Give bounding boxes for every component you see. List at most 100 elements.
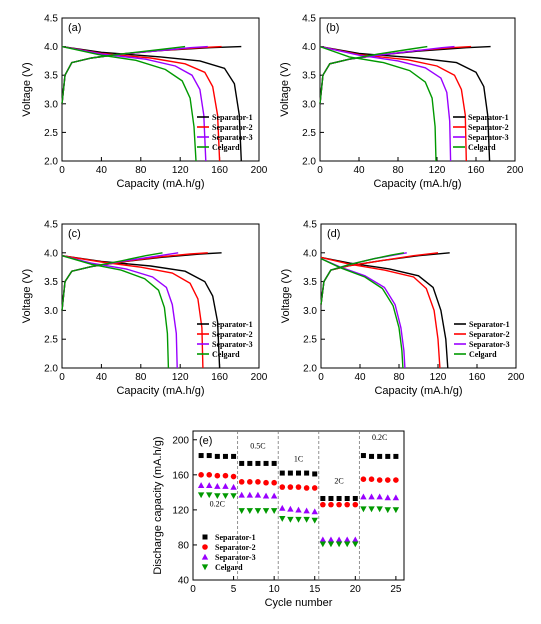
x-tick-label: 80 (135, 165, 147, 176)
y-tick-label: 3.5 (44, 71, 58, 82)
panel-label: (b) (326, 22, 339, 34)
data-point-square (198, 453, 204, 459)
legend-label: Separator-3 (212, 340, 253, 349)
x-tick-label: 0 (318, 372, 324, 383)
data-point-square (344, 495, 350, 501)
legend-label: Separator-3 (469, 340, 510, 349)
data-point-square (304, 470, 310, 476)
series-line-separator-1-discharge (61, 255, 221, 369)
series-line-separator-2-discharge (319, 45, 467, 162)
y-tick-label: 4.0 (44, 248, 58, 259)
data-point-triangle-down (197, 492, 205, 499)
data-point-triangle-up (206, 482, 213, 488)
legend-label: Separator-1 (215, 533, 256, 542)
data-point-triangle-up (197, 482, 205, 488)
series-line-celgard-discharge (320, 257, 404, 369)
y-tick-label: 4.5 (302, 14, 316, 25)
y-tick-label: 2.0 (302, 157, 316, 168)
legend-label: Separator-3 (468, 133, 509, 142)
data-point-triangle-down (376, 506, 383, 513)
data-point-triangle-up (262, 492, 270, 499)
series-line-celgard-discharge (319, 45, 437, 162)
data-point-triangle-up (360, 493, 367, 500)
data-point-circle (360, 476, 367, 483)
data-point-square (312, 471, 318, 477)
y-tick-label: 2.5 (303, 335, 317, 346)
legend-label: Separator-2 (468, 123, 509, 132)
x-tick-label: 160 (211, 372, 228, 383)
x-tick-label: 0 (317, 165, 323, 176)
series-line-celgard-charge (61, 45, 186, 104)
data-point-square (279, 470, 285, 476)
series-line-separator-2-discharge (61, 255, 204, 369)
y-axis-title: Voltage (V) (279, 62, 291, 116)
data-point-triangle-down (230, 493, 237, 500)
panel-label: (d) (327, 228, 340, 240)
data-point-triangle-down (319, 541, 327, 548)
plot-frame (192, 430, 405, 581)
series-line-separator-2-discharge (61, 45, 221, 162)
plot-frame (61, 17, 260, 162)
data-point-triangle-up (254, 491, 262, 498)
series-line-separator-3-discharge (320, 257, 406, 369)
y-tick-label: 160 (172, 470, 189, 481)
series-line-celgard-discharge (61, 255, 170, 369)
legend-label: Celgard (212, 350, 240, 359)
y-tick-label: 4.0 (302, 42, 316, 53)
rate-label: 0.2C (372, 433, 387, 442)
data-point-triangle-down (343, 541, 351, 548)
y-tick-label: 2.0 (44, 157, 58, 168)
data-point-square (231, 453, 237, 459)
data-point-triangle-down (279, 516, 286, 522)
data-point-triangle-down (214, 493, 221, 500)
data-point-circle (393, 477, 399, 483)
data-point-triangle-down (368, 506, 375, 513)
data-point-circle (320, 501, 326, 508)
y-tick-label: 3.0 (302, 99, 316, 110)
x-tick-label: 5 (231, 584, 237, 595)
x-tick-label: 80 (135, 372, 147, 383)
x-tick-label: 120 (429, 165, 446, 176)
data-point-triangle-up (319, 536, 327, 543)
data-point-circle (344, 501, 350, 508)
x-tick-label: 160 (468, 165, 485, 176)
x-tick-label: 10 (269, 584, 281, 595)
data-point-circle (384, 477, 391, 483)
data-point-circle (222, 472, 229, 479)
chart-panel-4: 0 40 80 120 160 200 2.0 2.5 3.0 3.5 4.0 4.5 Capacity… (280, 220, 525, 398)
y-tick-label: 3.5 (302, 71, 316, 82)
data-point-triangle-up (392, 494, 400, 501)
plot-frame (61, 223, 260, 369)
y-axis-title: Voltage (V) (280, 269, 292, 323)
series-line-celgard-charge (320, 252, 405, 305)
data-point-triangle-up (201, 553, 209, 560)
data-point-square (255, 460, 261, 466)
y-tick-label: 120 (172, 505, 189, 516)
data-point-square (287, 470, 293, 476)
y-tick-label: 3.0 (303, 306, 317, 317)
legend-label: Separator-3 (212, 133, 253, 142)
y-tick-label: 3.0 (44, 99, 58, 110)
series-line-separator-1-discharge (320, 256, 449, 369)
data-point-triangle-up (270, 492, 278, 499)
data-point-square (369, 453, 375, 459)
data-point-triangle-down (327, 541, 335, 548)
data-point-triangle-up (311, 508, 318, 515)
data-point-triangle-down (384, 507, 391, 514)
x-tick-label: 200 (251, 165, 268, 176)
y-tick-label: 4.0 (303, 248, 317, 259)
legend-label: Separator-3 (215, 553, 256, 562)
y-tick-label: 2.0 (44, 364, 58, 375)
y-tick-label: 4.5 (44, 14, 58, 25)
x-tick-label: 0 (59, 372, 65, 383)
data-point-circle (238, 479, 245, 485)
data-point-square (360, 453, 366, 459)
rate-label: 1C (294, 455, 303, 464)
x-tick-label: 160 (211, 165, 228, 176)
data-point-circle (328, 501, 334, 508)
legend-label: Celgard (469, 350, 497, 359)
x-axis-title: Capacity (mA.h/g) (116, 385, 204, 397)
data-point-square (336, 495, 342, 501)
legend-label: Celgard (468, 143, 496, 152)
